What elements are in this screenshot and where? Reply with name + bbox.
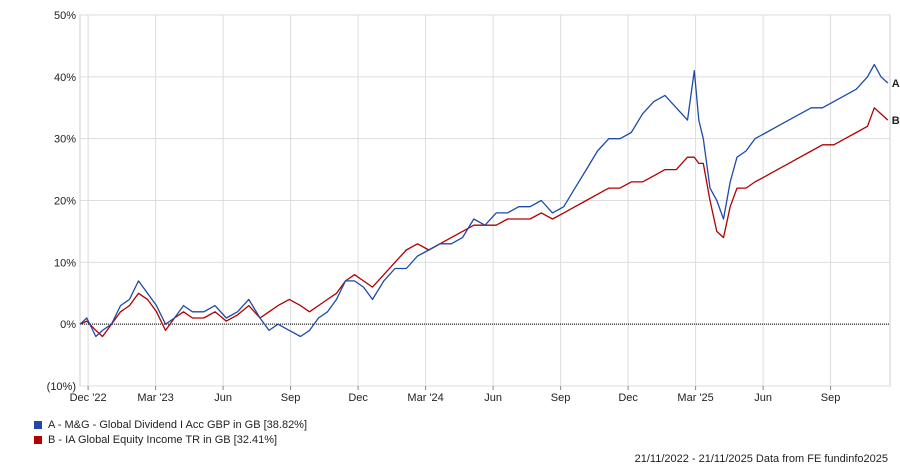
- y-tick-label: 30%: [54, 134, 76, 146]
- x-tick-label: Sep: [821, 392, 841, 404]
- x-tick-label: Jun: [754, 392, 772, 404]
- x-tick-label: Mar '25: [677, 392, 713, 404]
- x-tick-label: Mar '23: [137, 392, 173, 404]
- y-tick-label: 10%: [54, 257, 76, 269]
- x-tick-label: Dec: [348, 392, 368, 404]
- series-end-label-a: A: [892, 78, 900, 90]
- y-tick-label: (10%): [47, 381, 76, 393]
- legend: A - M&G - Global Dividend I Acc GBP in G…: [34, 417, 307, 447]
- legend-item-a[interactable]: A - M&G - Global Dividend I Acc GBP in G…: [34, 417, 307, 432]
- y-tick-label: 0%: [60, 319, 76, 331]
- x-tick-label: Jun: [214, 392, 232, 404]
- legend-label-b: B - IA Global Equity Income TR in GB [32…: [48, 433, 278, 446]
- legend-item-b[interactable]: B - IA Global Equity Income TR in GB [32…: [34, 432, 307, 447]
- legend-swatch-a: [34, 420, 42, 429]
- x-tick-label: Dec: [618, 392, 638, 404]
- y-tick-label: 50%: [54, 10, 76, 22]
- series-end-label-b: B: [892, 115, 900, 127]
- legend-label-a: A - M&G - Global Dividend I Acc GBP in G…: [48, 418, 308, 431]
- x-tick-label: Dec '22: [70, 392, 107, 404]
- date-range-footer: 21/11/2022 - 21/11/2025 Data from FE fun…: [634, 453, 888, 465]
- series-line-a: [79, 63, 889, 338]
- x-tick-label: Jun: [484, 392, 502, 404]
- y-tick-label: 40%: [54, 72, 76, 84]
- y-tick-label: 20%: [54, 196, 76, 208]
- x-tick-label: Mar '24: [407, 392, 443, 404]
- legend-swatch-b: [34, 435, 42, 444]
- x-tick-label: Sep: [281, 392, 301, 404]
- x-tick-label: Sep: [551, 392, 571, 404]
